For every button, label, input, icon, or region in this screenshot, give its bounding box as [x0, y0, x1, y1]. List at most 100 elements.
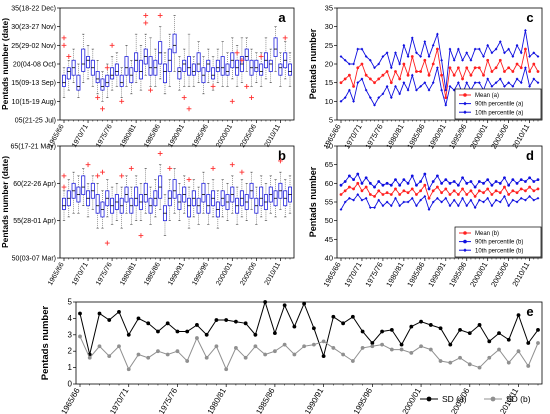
- series-point: [419, 180, 423, 183]
- series-point: [461, 196, 464, 200]
- series-point: [532, 51, 536, 55]
- series-point: [436, 47, 439, 51]
- series-point: [444, 88, 448, 92]
- series-point: [477, 198, 481, 202]
- series-point: [339, 183, 343, 187]
- series-point: [339, 55, 343, 58]
- series-point: [410, 187, 414, 191]
- y-axis-label: Pentads number: [40, 305, 51, 380]
- series-point: [406, 55, 410, 58]
- series-point: [465, 51, 469, 55]
- x-tick-label: 1985/86: [143, 261, 162, 287]
- box-iqr: [134, 186, 139, 207]
- x-tick-label: 2005/06: [489, 260, 510, 288]
- series-point: [448, 193, 452, 196]
- box-iqr: [273, 37, 278, 57]
- series-point: [394, 187, 397, 191]
- series-point: [497, 347, 501, 352]
- series-point: [436, 32, 439, 36]
- series-point: [519, 51, 523, 55]
- y-tick-label: 5: [329, 116, 333, 125]
- series-point: [352, 85, 355, 88]
- box-iqr: [66, 67, 71, 80]
- series-point: [394, 51, 397, 55]
- x-tick-label: 1995/96: [191, 123, 210, 149]
- series-point: [331, 314, 336, 319]
- series-point: [503, 185, 506, 189]
- x-tick-label: 1995/96: [447, 261, 468, 289]
- series-point: [410, 55, 414, 58]
- series-point: [377, 180, 381, 183]
- series-point: [456, 183, 460, 187]
- series-point: [519, 81, 523, 85]
- series-point: [427, 73, 431, 77]
- series-point: [341, 352, 346, 357]
- series-point: [398, 193, 402, 196]
- x-tick-label: 1980/81: [119, 261, 138, 287]
- series-point: [477, 323, 482, 327]
- series-point: [456, 204, 460, 208]
- series-point: [377, 96, 381, 99]
- series-point: [461, 77, 464, 81]
- series-point: [444, 103, 448, 107]
- series-point: [519, 187, 523, 191]
- series-point: [356, 181, 360, 185]
- series-point: [117, 309, 121, 314]
- series-point: [389, 204, 393, 208]
- series-point: [360, 198, 364, 202]
- series-point: [438, 359, 443, 363]
- series-point: [427, 88, 431, 92]
- box-iqr: [196, 52, 201, 72]
- series-point: [524, 29, 527, 32]
- y-tick-label: 50(03-07 Mar): [12, 256, 56, 263]
- series-point: [185, 359, 190, 363]
- series-point: [350, 314, 355, 319]
- series-point: [302, 344, 307, 349]
- series-point: [532, 198, 536, 202]
- legend-swatch-marker: [463, 239, 467, 244]
- series-point: [444, 187, 448, 191]
- series-point: [511, 70, 515, 73]
- series-point: [360, 62, 364, 66]
- box-iqr: [191, 63, 196, 76]
- series-point: [234, 346, 238, 350]
- series-point: [428, 347, 433, 352]
- series-point: [536, 196, 540, 200]
- series-point: [263, 300, 268, 304]
- series-point: [461, 187, 464, 191]
- series-point: [515, 62, 519, 66]
- series-point: [473, 66, 477, 70]
- series-point: [368, 96, 372, 99]
- series-point: [494, 189, 498, 193]
- series-point: [440, 200, 443, 204]
- series-point: [402, 189, 406, 193]
- series-point: [136, 352, 141, 357]
- series-point: [394, 178, 397, 182]
- series-point: [204, 332, 209, 337]
- box-iqr: [278, 63, 283, 76]
- series-point: [482, 181, 485, 185]
- box-iqr: [268, 59, 273, 72]
- series-point: [389, 193, 393, 196]
- series-point: [477, 66, 481, 70]
- series-point: [243, 321, 248, 326]
- series-point: [448, 342, 453, 347]
- series-point: [469, 180, 473, 183]
- box-iqr: [201, 182, 206, 203]
- x-tick-label: 1995/96: [191, 261, 210, 287]
- series-point: [364, 196, 368, 200]
- series-point: [368, 77, 372, 81]
- series-point: [431, 81, 435, 85]
- y-tick-label: 20: [325, 60, 333, 69]
- series-point: [482, 191, 485, 195]
- box-iqr: [114, 63, 119, 76]
- y-tick-label: 60(22-26 Apr): [13, 181, 56, 188]
- box-iqr: [211, 67, 216, 80]
- series-point: [440, 58, 443, 62]
- y-tick-label: 15(09-13 Sep): [11, 80, 56, 87]
- series-point: [399, 342, 404, 347]
- series-point: [427, 187, 431, 191]
- y-tick-label: 4: [68, 314, 73, 323]
- series-point: [498, 77, 502, 81]
- box-iqr: [172, 179, 177, 199]
